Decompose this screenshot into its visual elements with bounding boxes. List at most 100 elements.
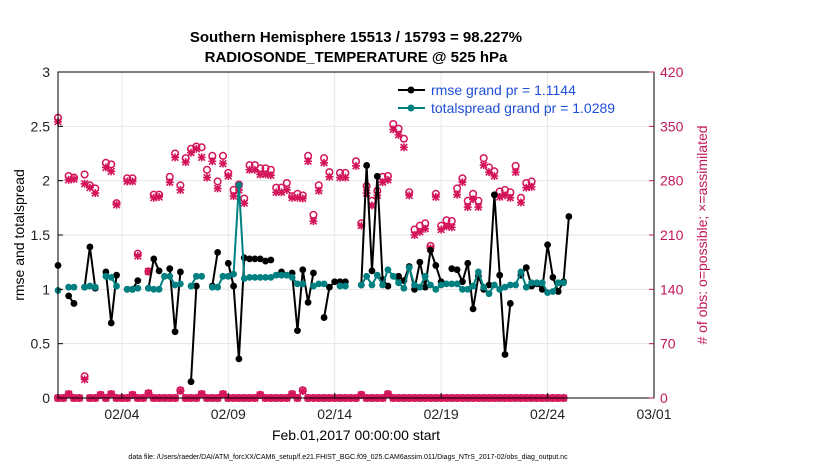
obs-assimilated-point — [453, 190, 462, 199]
spread-point — [129, 285, 136, 293]
series-lines — [54, 162, 573, 386]
obs-assimilated-point — [91, 189, 100, 198]
rmse-point — [373, 172, 381, 180]
spread-point — [214, 283, 222, 291]
obs-assimilated-point — [389, 125, 398, 134]
spread-point — [176, 280, 184, 288]
obs-assimilated-point — [357, 221, 366, 230]
rmse-point — [490, 191, 498, 199]
obs-assimilated-point — [240, 199, 249, 208]
obs-assimilated-point — [224, 172, 233, 180]
spread-point — [427, 281, 434, 289]
rmse-point — [549, 273, 557, 281]
obs-assimilated-point — [282, 186, 291, 194]
rmse-point — [262, 257, 269, 265]
spread-point — [134, 284, 142, 292]
spread-point — [187, 282, 195, 290]
obs-assimilated-point — [213, 184, 222, 193]
spread-point — [522, 283, 530, 291]
obs-assimilated-point — [64, 390, 73, 399]
spread-point — [161, 272, 168, 280]
y2-tick-label: 70 — [660, 336, 676, 352]
obs-assimilated-point — [197, 390, 206, 399]
spread-point — [400, 284, 408, 292]
rmse-point — [310, 269, 317, 277]
rmse-point — [331, 278, 339, 286]
rmse-point — [485, 281, 493, 289]
obs-assimilated-point — [309, 217, 318, 225]
rmse-point — [224, 259, 232, 267]
spread-point — [320, 280, 328, 288]
obs-assimilated-point — [431, 193, 440, 201]
obs-assimilated-point — [362, 189, 371, 198]
obs-assimilated-point — [437, 225, 446, 234]
spread-point — [65, 283, 73, 291]
obs-assimilated-point — [357, 390, 366, 399]
obs-assimilated-point — [107, 167, 116, 176]
rmse-point — [65, 292, 73, 300]
rmse-point — [299, 266, 307, 274]
spread-point — [208, 283, 216, 291]
rmse-point — [427, 246, 434, 254]
obs-assimilated-point — [128, 177, 137, 186]
spread-point — [469, 282, 477, 290]
rmse-point — [230, 282, 238, 290]
y2-tick-label: 280 — [660, 173, 684, 189]
spread-point — [145, 284, 152, 292]
spread-point — [150, 285, 158, 293]
obs-assimilated-point — [219, 390, 227, 399]
rmse-point — [134, 277, 142, 285]
rmse-point — [384, 282, 392, 290]
spread-point — [81, 283, 89, 291]
rmse-point — [320, 314, 328, 321]
obs-assimilated-point — [336, 173, 344, 182]
y2-tick-label: 0 — [660, 390, 668, 406]
rmse-point — [304, 298, 312, 306]
rmse-point — [432, 262, 440, 269]
spread-point — [538, 279, 546, 287]
obs-assimilated-point — [176, 186, 185, 194]
spread-point — [102, 272, 110, 280]
rmse-point — [235, 355, 243, 363]
rmse-point — [421, 283, 429, 291]
obs-assimilated-point — [133, 251, 142, 260]
rmse-point — [251, 255, 259, 263]
spread-point — [86, 282, 94, 290]
rmse-point — [107, 319, 115, 327]
obs-assimilated-point — [261, 170, 270, 179]
obs-assimilated-point — [490, 172, 499, 180]
spread-point — [554, 279, 562, 287]
spread-point — [448, 280, 456, 288]
rmse-point — [267, 256, 275, 264]
rmse-point — [368, 267, 376, 275]
spread-point — [421, 272, 429, 280]
obs-possible-point — [213, 177, 222, 186]
spread-point — [405, 264, 413, 271]
rmse-point — [86, 243, 94, 251]
spread-point — [192, 272, 200, 280]
obs-assimilated-point — [463, 203, 472, 212]
y-tick-label: 2.5 — [31, 118, 51, 134]
obs-assimilated-point — [208, 157, 217, 166]
spread-point — [533, 279, 541, 287]
data-file-footnote: data file: /Users/raeder/DAI/ATM_forcXX/… — [128, 454, 568, 461]
rmse-point — [501, 351, 509, 358]
obs-assimilated-point — [245, 165, 254, 174]
spread-point — [384, 266, 392, 274]
obs-assimilated-point — [458, 178, 467, 187]
y-tick-label: 0.5 — [31, 336, 51, 352]
obs-assimilated-point — [522, 183, 531, 192]
spread-point — [373, 271, 381, 279]
spread-point — [341, 282, 349, 290]
spread-point — [474, 268, 482, 276]
spread-point — [560, 279, 567, 287]
rmse-point — [325, 283, 333, 291]
obs-possible-point — [218, 151, 228, 160]
rmse-point — [363, 162, 371, 169]
spread-point — [294, 280, 301, 288]
spread-point — [459, 285, 466, 293]
spread-point — [219, 272, 227, 280]
obs-assimilated-point — [469, 195, 478, 204]
axes: 0 0.5 1 1.5 2 2.5 3 0 70 140 210 280 350 420 02/04 02/0… — [31, 64, 684, 422]
rmse-point — [416, 258, 424, 266]
